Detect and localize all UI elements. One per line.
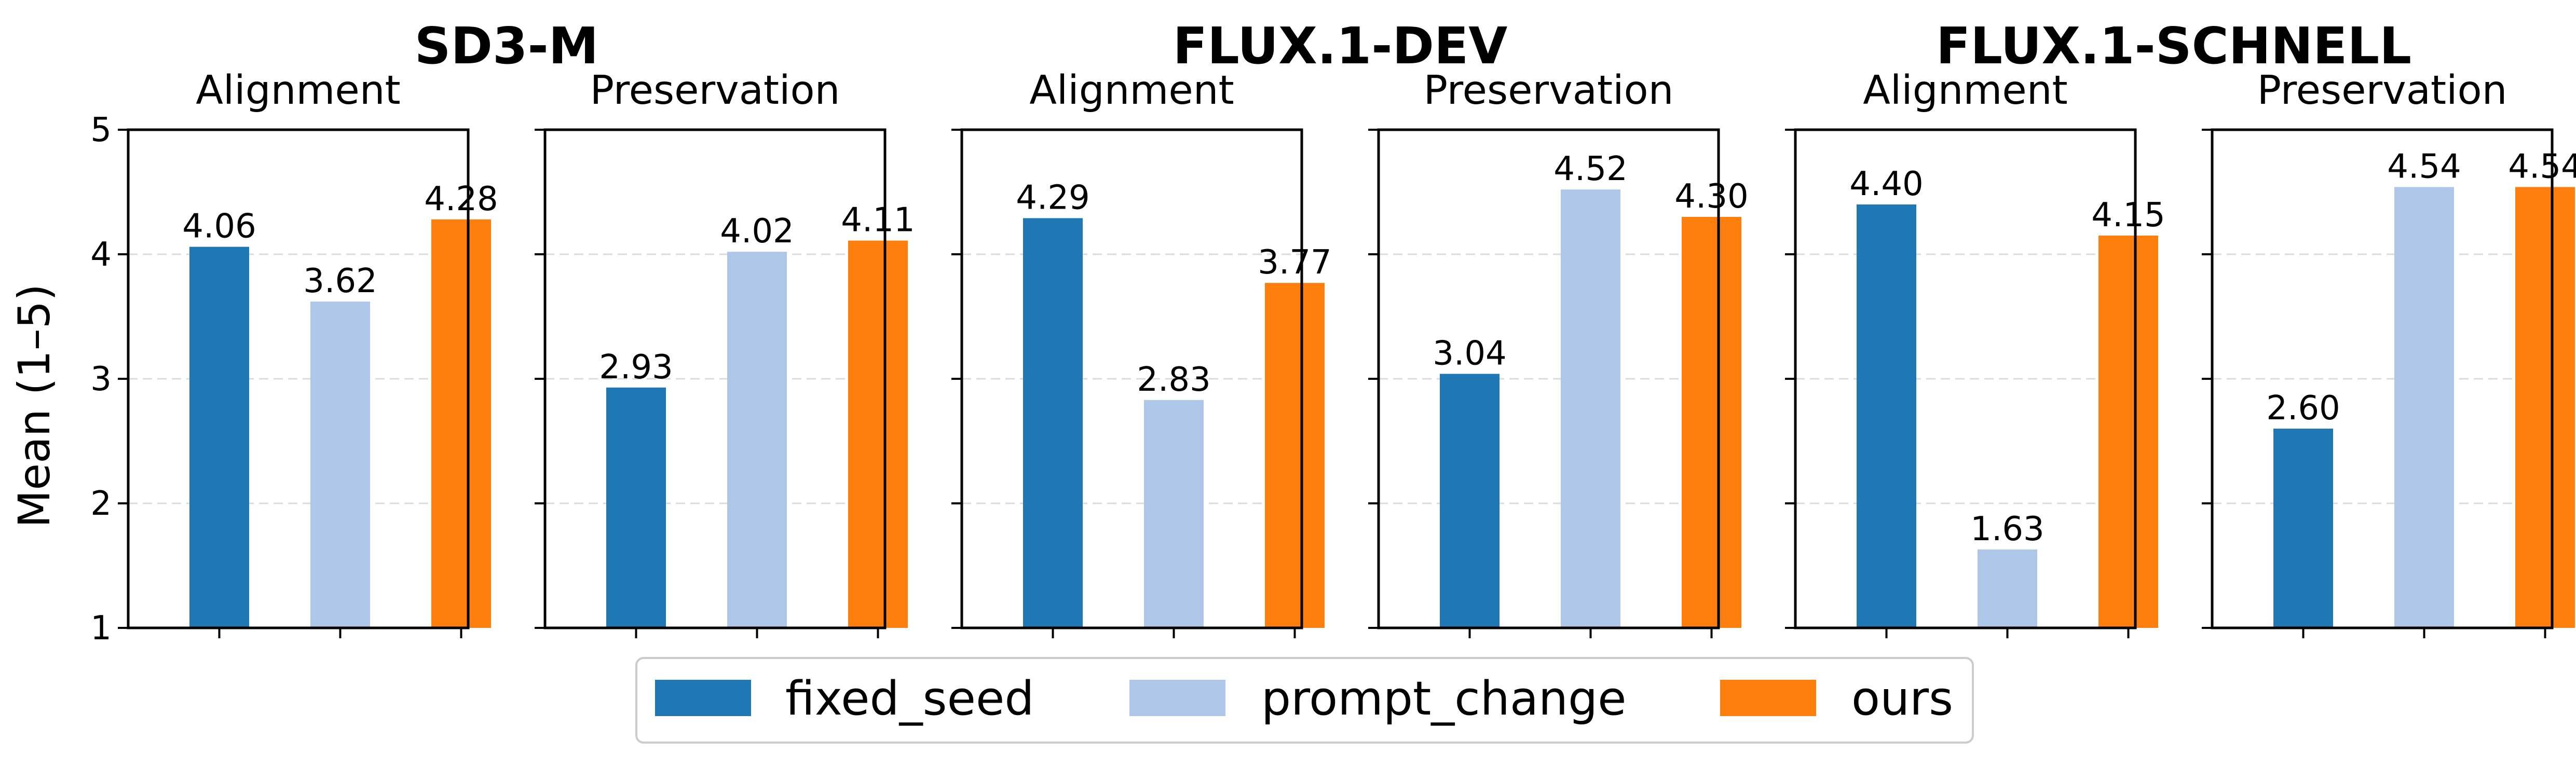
bar-fixed_seed: [189, 246, 249, 628]
group-2: FLUX.1-SCHNELL 4.40 1.63 4.15 Alignment 2.60 4…: [1785, 17, 2576, 638]
bar-value-label: 3.77: [1258, 243, 1332, 282]
legend-swatch-ours: [1720, 680, 1816, 716]
bar-value-label: 4.28: [424, 180, 498, 218]
group-title: FLUX.1-SCHNELL: [1936, 17, 2411, 75]
subplot-3: 3.04 4.52 4.30 Preservation: [1368, 67, 1749, 638]
group-title: SD3-M: [415, 17, 599, 75]
axes-frame: [1794, 128, 2137, 629]
bar-value-label: 4.40: [1849, 165, 1924, 203]
bar-ours: [1265, 283, 1325, 628]
bar-prompt_change: [2394, 187, 2454, 628]
subplot-title: Preservation: [1424, 67, 1674, 114]
bar-value-label: 4.52: [1553, 150, 1628, 188]
axes-frame: [960, 128, 1303, 629]
group-0: SD3-M 4.06 3.62 4.28 1 2 3 4 5 Alignment 2.93 4.02 4…: [90, 17, 915, 648]
bar-prompt_change: [727, 252, 787, 628]
bar-value-label: 4.11: [841, 201, 915, 240]
y-tick-label: 2: [90, 485, 112, 523]
y-tick-label: 4: [90, 236, 112, 274]
bar-fixed_seed: [1023, 218, 1083, 628]
y-tick-label: 5: [90, 111, 112, 149]
bar-ours: [1682, 217, 1741, 628]
legend-label-prompt_change: prompt_change: [1261, 671, 1627, 726]
bar-fixed_seed: [1857, 204, 1916, 628]
bar-ours: [431, 219, 491, 628]
y-tick-label: 3: [90, 360, 112, 399]
bar-value-label: 2.60: [2266, 389, 2340, 428]
subplot-1: 2.93 4.02 4.11 Preservation: [535, 67, 915, 638]
bar-prompt_change: [1144, 400, 1204, 628]
legend-label-ours: ours: [1851, 671, 1953, 726]
bar-value-label: 4.30: [1674, 177, 1749, 216]
axes-frame: [2211, 128, 2554, 629]
subplot-title: Alignment: [1029, 67, 1234, 114]
axes-frame: [543, 128, 887, 629]
bar-ours: [2515, 187, 2575, 628]
bar-fixed_seed: [2273, 429, 2333, 628]
bar-value-label: 4.02: [720, 212, 794, 251]
bar-prompt_change: [1978, 549, 2037, 628]
subplot-title: Alignment: [1863, 67, 2068, 114]
bar-value-label: 4.29: [1016, 179, 1090, 217]
bar-value-label: 4.15: [2091, 196, 2165, 235]
bar-value-label: 2.83: [1137, 361, 1211, 399]
bar-value-label: 3.62: [303, 262, 377, 300]
subplot-2: 4.29 2.83 3.77 Alignment: [951, 67, 1332, 638]
group-1: FLUX.1-DEV 4.29 2.83 3.77 Alignment 3.04 4.52 4…: [951, 17, 1749, 638]
bar-fixed_seed: [606, 387, 666, 628]
bar-ours: [2098, 236, 2158, 628]
bar-value-label: 1.63: [1970, 510, 2045, 548]
bar-prompt_change: [310, 301, 370, 628]
bar-ours: [848, 240, 908, 628]
legend: fixed_seed prompt_change ours: [635, 657, 1974, 744]
axes-frame: [127, 128, 470, 629]
subplot-0: 4.06 3.62 4.28 1 2 3 4 5 Alignment: [90, 67, 498, 648]
subplot-title: Preservation: [590, 67, 840, 114]
bar-fixed_seed: [1440, 374, 1500, 628]
legend-swatch-fixed_seed: [655, 680, 751, 716]
legend-box: [635, 657, 1974, 744]
subplot-4: 4.40 1.63 4.15 Alignment: [1785, 67, 2165, 638]
bar-value-label: 4.54: [2508, 147, 2576, 186]
axes-frame: [1377, 128, 1720, 629]
bar-value-label: 2.93: [599, 348, 673, 387]
bar-value-label: 4.06: [182, 208, 256, 246]
y-tick-label: 1: [90, 609, 112, 648]
legend-swatch-prompt_change: [1129, 680, 1225, 716]
bar-value-label: 3.04: [1433, 334, 1507, 373]
subplot-title: Preservation: [2257, 67, 2507, 114]
bar-value-label: 4.54: [2387, 147, 2461, 186]
y-axis-label: Mean (1–5): [9, 284, 60, 528]
legend-label-fixed_seed: fixed_seed: [785, 671, 1034, 726]
bar-prompt_change: [1561, 189, 1620, 628]
group-title: FLUX.1-DEV: [1173, 17, 1508, 75]
subplot-title: Alignment: [196, 67, 401, 114]
